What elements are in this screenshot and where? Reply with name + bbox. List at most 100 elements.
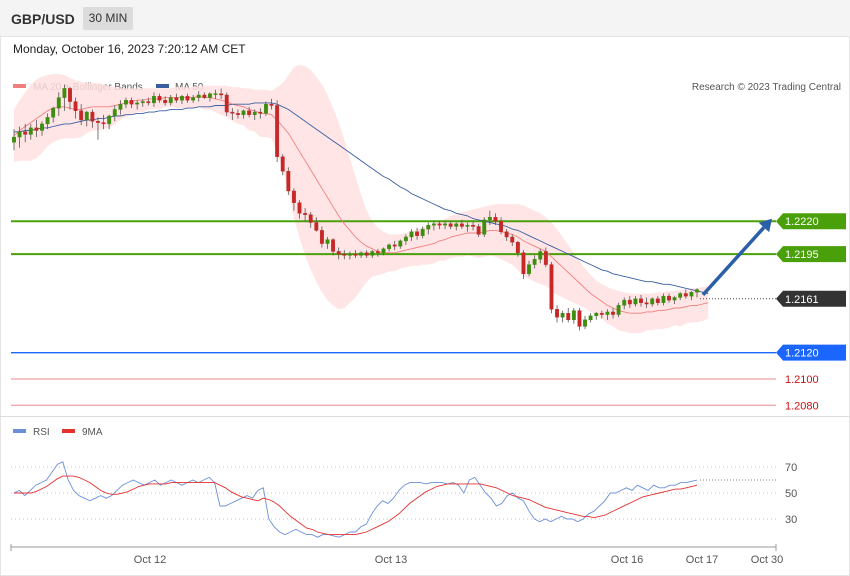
candle-body bbox=[588, 315, 593, 321]
candle-body bbox=[124, 100, 128, 105]
copyright-text: Research © 2023 Trading Central bbox=[692, 82, 841, 93]
level-label-1.2220: 1.2220 bbox=[785, 216, 819, 228]
candle-body bbox=[454, 223, 459, 227]
candle-body bbox=[487, 217, 492, 221]
candle-body bbox=[605, 311, 610, 315]
candle-body bbox=[45, 117, 50, 125]
candle-body bbox=[247, 110, 252, 115]
candle-body bbox=[303, 213, 308, 215]
candle-body bbox=[174, 97, 179, 101]
candle-body bbox=[555, 309, 559, 318]
x-tick-label: Oct 16 bbox=[611, 554, 643, 566]
candle-body bbox=[627, 299, 632, 305]
x-tick-label: Oct 17 bbox=[686, 554, 718, 566]
candle-body bbox=[678, 293, 683, 298]
symbol-title: GBP/USD bbox=[11, 11, 75, 27]
candle-body bbox=[633, 298, 638, 305]
candle-body bbox=[482, 219, 487, 235]
candle-body bbox=[140, 101, 145, 104]
candle-body bbox=[594, 313, 599, 317]
candle-body bbox=[286, 171, 291, 192]
candle-body bbox=[571, 310, 576, 321]
candle-body bbox=[392, 244, 397, 247]
candle-body bbox=[387, 244, 392, 250]
ma20-legend-swatch bbox=[13, 84, 26, 88]
candle-body bbox=[90, 111, 95, 122]
candle-body bbox=[420, 228, 425, 236]
candle-body bbox=[40, 123, 44, 131]
candle-body bbox=[347, 253, 352, 256]
rsi-tick-50: 50 bbox=[785, 488, 797, 500]
candle-body bbox=[68, 88, 72, 102]
candle-body bbox=[146, 101, 151, 104]
candle-body bbox=[465, 224, 470, 227]
candle-body bbox=[325, 239, 330, 244]
candle-body bbox=[527, 264, 531, 274]
level-labels: 1.2220 1.2195 1.2161 1.2120 1.2100 1.2080 bbox=[776, 213, 846, 412]
candle-body bbox=[319, 230, 324, 244]
candle-body bbox=[163, 100, 168, 104]
level-label-1.2120: 1.2120 bbox=[785, 348, 819, 360]
candle-body bbox=[157, 96, 162, 101]
ma50-legend-swatch bbox=[156, 84, 169, 88]
x-tick-label: Oct 13 bbox=[375, 554, 407, 566]
candle-body bbox=[655, 298, 660, 303]
candle-body bbox=[443, 223, 448, 226]
candle-body bbox=[84, 111, 89, 121]
candle-body bbox=[510, 236, 515, 243]
candle-body bbox=[331, 239, 336, 252]
candle-body bbox=[224, 94, 229, 113]
x-tick-label: Oct 30 bbox=[751, 554, 783, 566]
candle-body bbox=[297, 202, 302, 214]
candle-body bbox=[62, 88, 67, 98]
candle-body bbox=[381, 248, 386, 253]
candle-body bbox=[17, 131, 22, 138]
candles bbox=[12, 84, 699, 331]
candle-body bbox=[112, 109, 117, 117]
level-label-1.2100: 1.2100 bbox=[785, 374, 819, 386]
candle-body bbox=[683, 293, 688, 297]
candle-body bbox=[459, 223, 464, 227]
candle-body bbox=[560, 313, 565, 318]
candle-body bbox=[426, 224, 431, 230]
candle-body bbox=[101, 122, 106, 125]
candle-body bbox=[252, 111, 257, 115]
candle-body bbox=[353, 253, 358, 256]
candle-body bbox=[79, 110, 84, 121]
candle-body bbox=[375, 251, 380, 253]
candle-body bbox=[185, 96, 190, 101]
candle-body bbox=[599, 313, 604, 315]
ma50-line bbox=[14, 102, 709, 294]
candle-body bbox=[202, 94, 207, 98]
candle-body bbox=[616, 305, 621, 315]
candle-body bbox=[51, 107, 56, 118]
ma9-legend-swatch bbox=[62, 429, 75, 433]
candle-body bbox=[611, 311, 615, 315]
rsi-panel: 70 50 30 bbox=[11, 461, 797, 538]
candle-body bbox=[258, 111, 263, 114]
level-tag-1.2161 bbox=[776, 290, 846, 307]
candle-body bbox=[695, 289, 699, 293]
x-tick-label: Oct 12 bbox=[134, 554, 166, 566]
timestamp: Monday, October 16, 2023 7:20:12 AM CET bbox=[13, 42, 246, 56]
candle-body bbox=[213, 93, 218, 95]
candle-body bbox=[73, 101, 78, 111]
candle-body bbox=[230, 111, 235, 114]
candle-body bbox=[280, 156, 285, 172]
candle-body bbox=[504, 231, 509, 238]
forecast-arrow-shaft bbox=[701, 226, 766, 297]
candle-body bbox=[168, 97, 173, 104]
candle-body bbox=[689, 292, 694, 297]
candle-body bbox=[476, 226, 481, 235]
candle-body bbox=[448, 223, 453, 227]
candle-body bbox=[180, 96, 184, 101]
candle-body bbox=[471, 224, 476, 227]
interval-button[interactable]: 30 MIN bbox=[83, 7, 133, 30]
candle-body bbox=[431, 223, 436, 226]
candle-body bbox=[342, 253, 347, 256]
rsi-legend-swatch bbox=[13, 429, 26, 433]
candle-body bbox=[644, 302, 649, 305]
candle-body bbox=[398, 240, 403, 247]
candle-body bbox=[622, 299, 627, 306]
